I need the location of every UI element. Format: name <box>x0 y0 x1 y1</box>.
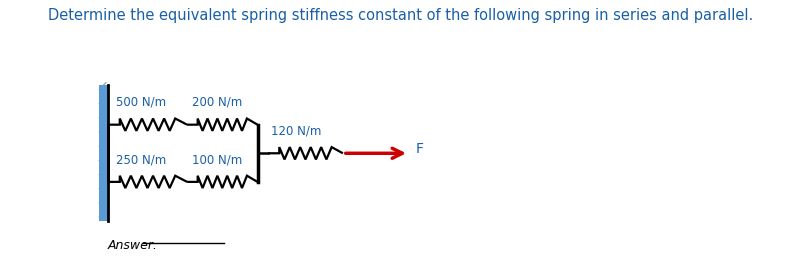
Text: 200 N/m: 200 N/m <box>191 96 242 109</box>
Text: 120 N/m: 120 N/m <box>272 125 322 137</box>
Text: 100 N/m: 100 N/m <box>191 153 242 166</box>
Text: F: F <box>416 142 424 156</box>
Text: 500 N/m: 500 N/m <box>116 96 167 109</box>
Text: Answer:: Answer: <box>108 239 158 252</box>
Text: Determine the equivalent spring stiffness constant of the following spring in se: Determine the equivalent spring stiffnes… <box>48 8 753 23</box>
Bar <box>99 85 108 221</box>
Text: 250 N/m: 250 N/m <box>116 153 167 166</box>
